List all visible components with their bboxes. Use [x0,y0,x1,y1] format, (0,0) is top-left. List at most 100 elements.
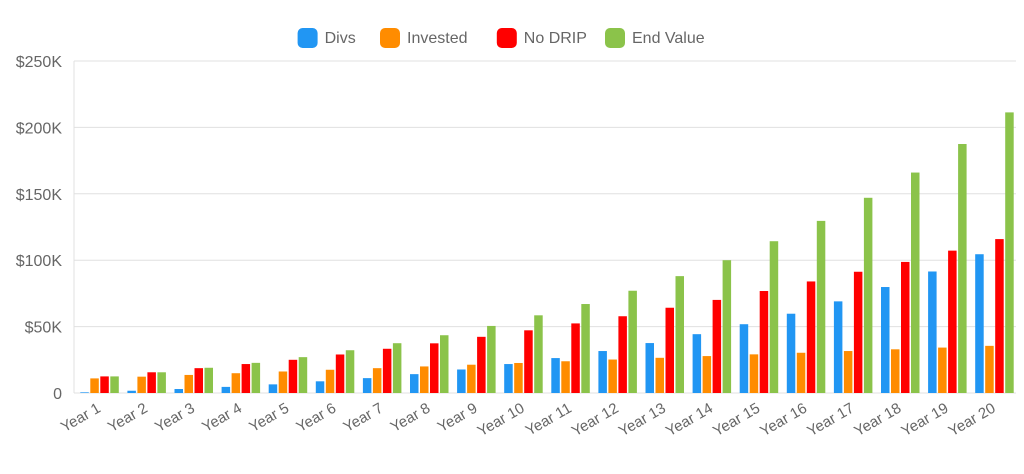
bar-no-drip [759,291,769,393]
bar-no-drip [571,323,580,393]
bar-divs [692,334,702,393]
y-tick-label: $100K [16,253,63,270]
x-tick-label: Year 17 [804,400,857,440]
bar-invested [891,349,900,393]
x-tick-label: Year 18 [851,400,904,440]
bar-end-value [675,276,684,393]
bar-end-value [157,372,166,393]
y-axis-ticks: 0 $50K $100K $150K $200K $250K [16,54,63,403]
bar-invested [843,351,853,393]
legend-item-invested[interactable]: Invested [380,28,467,48]
bar-end-value [628,290,637,393]
bar-divs [221,386,231,393]
x-tick-label: Year 15 [710,400,763,440]
bar-divs [80,392,89,393]
x-tick-label: Year 16 [757,400,810,440]
bar-end-value [251,362,261,393]
bar-divs [504,364,513,393]
bar-divs [786,313,796,393]
bar-invested [749,354,759,393]
grid-lines [73,60,1016,394]
bar-no-drip [100,376,109,393]
bar-no-drip [524,330,533,393]
bar-no-drip [288,359,298,393]
bar-no-drip [901,261,910,393]
bar-invested [655,357,664,393]
legend-swatch [297,28,318,48]
bar-no-drip [853,271,863,393]
bar-invested [184,374,193,393]
bar-end-value [534,315,543,393]
y-tick-label: $150K [16,187,63,204]
legend-item-divs[interactable]: Divs [297,28,356,48]
bar-divs [739,324,749,393]
bar-invested [514,362,523,393]
bar-divs [457,369,466,393]
legend-label: Invested [407,30,467,47]
x-tick-label: Year 6 [293,400,339,436]
bar-end-value [769,241,779,393]
bar-divs [315,381,325,393]
bar-invested [561,361,570,393]
bar-divs [268,384,278,393]
bar-no-drip [948,250,957,393]
bar-invested [985,345,994,393]
bar-no-drip [335,354,345,393]
bar-end-value [958,144,967,393]
x-tick-label: Year 7 [341,400,387,436]
bar-end-value [440,335,449,393]
legend-swatch [496,28,517,48]
bar-divs [174,389,183,393]
bar-invested [325,369,335,393]
bar-divs [551,358,560,393]
bar-invested [938,347,947,393]
x-tick-label: Year 8 [388,400,434,436]
legend-swatch [380,28,400,48]
bar-end-value [816,220,826,393]
y-tick-label: $200K [16,120,63,137]
bar-no-drip [430,343,439,393]
bar-end-value [911,172,920,393]
bar-no-drip [712,299,722,393]
y-tick-label: 0 [53,386,62,403]
legend-item-end-value[interactable]: End Value [605,28,705,48]
bar-end-value [392,343,402,393]
bar-divs [598,351,607,393]
bar-divs [833,301,843,393]
x-tick-label: Year 2 [105,400,151,436]
bar-no-drip [618,316,627,393]
bar-no-drip [477,336,486,393]
bar-end-value [722,260,732,393]
bar-no-drip [665,307,674,393]
bar-no-drip [241,364,251,393]
legend: Divs Invested No DRIP End Value [297,28,705,48]
x-tick-label: Year 10 [475,400,528,440]
x-tick-label: Year 3 [152,400,198,436]
bar-end-value [298,357,308,393]
bar-divs [362,378,372,393]
bar-invested [231,373,241,393]
bar-no-drip [147,372,156,393]
legend-label: No DRIP [524,30,587,47]
bars [80,112,1014,393]
x-tick-label: Year 19 [899,400,952,440]
bar-invested [796,352,806,393]
bar-divs [645,343,654,393]
bar-invested [702,356,712,393]
x-tick-label: Year 13 [616,400,669,440]
bar-invested [90,378,99,393]
x-tick-label: Year 1 [58,400,104,436]
bar-no-drip [806,281,816,393]
bar-divs [881,287,890,393]
legend-item-no-drip[interactable]: No DRIP [496,28,587,48]
x-tick-label: Year 5 [246,400,292,436]
bar-invested [608,359,617,393]
x-tick-label: Year 11 [523,400,575,440]
bar-invested [467,364,476,393]
bar-invested [278,371,288,393]
bar-invested [372,368,382,393]
legend-swatch [605,28,625,48]
x-axis-ticks: Year 1 Year 2 Year 3 Year 4 Year 5 Year 6 Year… [58,400,998,440]
bar-divs [127,390,136,393]
